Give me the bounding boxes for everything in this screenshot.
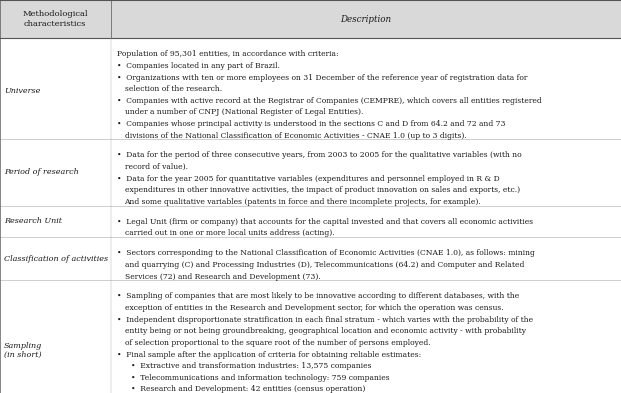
Text: Methodological
characteristics: Methodological characteristics — [22, 10, 88, 28]
Text: Research Unit: Research Unit — [4, 217, 62, 225]
Text: •  Telecommunications and information technology: 759 companies: • Telecommunications and information tec… — [130, 374, 389, 382]
Text: •  Companies located in any part of Brazil.: • Companies located in any part of Brazi… — [117, 62, 279, 70]
Text: Universe: Universe — [4, 86, 40, 95]
Text: Sampling
(in short): Sampling (in short) — [4, 342, 42, 359]
Text: Classification of activities: Classification of activities — [4, 255, 108, 263]
Text: of selection proportional to the square root of the number of persons employed.: of selection proportional to the square … — [125, 339, 430, 347]
Text: record of value).: record of value). — [125, 163, 188, 171]
Text: Description: Description — [340, 15, 391, 24]
Text: Services (72) and Research and Development (73).: Services (72) and Research and Developme… — [125, 273, 320, 281]
Text: •  Sampling of companies that are most likely to be innovative according to diff: • Sampling of companies that are most li… — [117, 292, 519, 300]
Text: selection of the research.: selection of the research. — [125, 85, 222, 93]
Text: under a number of CNPJ (National Register of Legal Entities).: under a number of CNPJ (National Registe… — [125, 108, 363, 116]
Text: and quarrying (C) and Processing Industries (D), Telecommunications (64.2) and C: and quarrying (C) and Processing Industr… — [125, 261, 524, 269]
Text: •  Companies whose principal activity is understood in the sections C and D from: • Companies whose principal activity is … — [117, 120, 505, 128]
Text: •  Companies with active record at the Registrar of Companies (CEMPRE), which co: • Companies with active record at the Re… — [117, 97, 542, 105]
Text: expenditures in other innovative activities, the impact of product innovation on: expenditures in other innovative activit… — [125, 186, 520, 195]
Text: Period of research: Period of research — [4, 169, 79, 176]
Text: And some qualitative variables (patents in force and there incomplete projects, : And some qualitative variables (patents … — [125, 198, 481, 206]
Text: •  Organizations with ten or more employees on 31 December of the reference year: • Organizations with ten or more employe… — [117, 73, 527, 81]
Text: carried out in one or more local units address (acting).: carried out in one or more local units a… — [125, 230, 334, 237]
FancyBboxPatch shape — [0, 0, 621, 38]
Text: •  Research and Development: 42 entities (census operation): • Research and Development: 42 entities … — [130, 386, 365, 393]
Text: exception of entities in the Research and Development sector, for which the oper: exception of entities in the Research an… — [125, 304, 503, 312]
Text: •  Final sample after the application of criteria for obtaining reliable estimat: • Final sample after the application of … — [117, 351, 421, 358]
Text: •  Data for the period of three consecutive years, from 2003 to 2005 for the qua: • Data for the period of three consecuti… — [117, 151, 521, 160]
Text: divisions of the National Classification of Economic Activities - CNAE 1.0 (up t: divisions of the National Classification… — [125, 132, 466, 140]
Text: •  Sectors corresponding to the National Classification of Economic Activities (: • Sectors corresponding to the National … — [117, 249, 535, 257]
Text: •  Legal Unit (firm or company) that accounts for the capital invested and that : • Legal Unit (firm or company) that acco… — [117, 218, 533, 226]
Text: •  Extractive and transformation industries: 13,575 companies: • Extractive and transformation industri… — [130, 362, 371, 370]
Text: entity being or not being groundbreaking, geographical location and economic act: entity being or not being groundbreaking… — [125, 327, 525, 335]
Text: •  Independent disproportionate stratification in each final stratum - which var: • Independent disproportionate stratific… — [117, 316, 533, 324]
Text: •  Data for the year 2005 for quantitative variables (expenditures and personnel: • Data for the year 2005 for quantitativ… — [117, 175, 499, 183]
Text: Population of 95,301 entities, in accordance with criteria:: Population of 95,301 entities, in accord… — [117, 50, 338, 58]
